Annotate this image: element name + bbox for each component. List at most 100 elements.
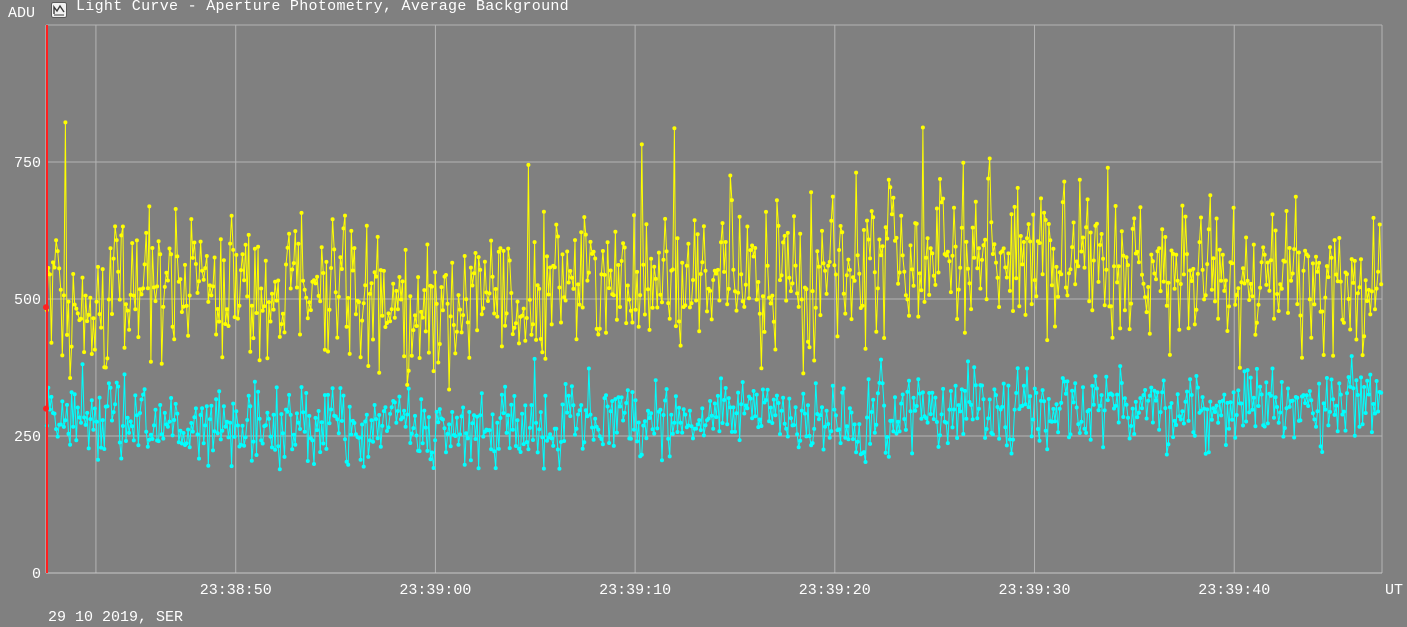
data-point (1328, 245, 1332, 250)
data-point (908, 409, 913, 414)
data-point (1000, 404, 1005, 409)
data-point (400, 279, 405, 284)
data-point (737, 214, 742, 219)
data-point (753, 246, 758, 250)
data-point (722, 269, 727, 274)
data-point (282, 454, 287, 459)
data-point (220, 355, 225, 360)
data-point (120, 224, 125, 229)
data-point (225, 419, 229, 424)
data-point (1188, 377, 1193, 382)
data-point (1346, 297, 1351, 301)
data-point (499, 344, 504, 349)
data-point (823, 424, 828, 429)
data-point (747, 296, 751, 301)
data-point (249, 303, 254, 308)
data-point (1205, 407, 1210, 412)
data-point (526, 162, 531, 167)
data-point (734, 308, 739, 313)
data-point (245, 294, 250, 299)
data-point (846, 257, 851, 262)
data-point (433, 270, 438, 275)
data-point (1363, 411, 1368, 415)
data-point (1079, 419, 1084, 424)
data-point (795, 291, 800, 296)
data-point (1275, 405, 1280, 409)
data-point (992, 242, 997, 247)
data-point (703, 423, 708, 428)
data-point (660, 458, 664, 463)
data-point (1084, 225, 1089, 230)
data-point (1093, 374, 1098, 379)
data-point (646, 287, 650, 292)
data-point (266, 300, 271, 305)
data-point (1012, 407, 1017, 412)
data-point (1122, 308, 1127, 313)
data-point (147, 204, 152, 209)
data-point (577, 408, 582, 413)
data-point (386, 425, 391, 430)
data-point (1371, 402, 1376, 406)
data-point (908, 243, 913, 248)
data-point (307, 300, 312, 305)
data-point (823, 268, 828, 273)
data-point (378, 444, 383, 449)
data-point (816, 417, 821, 422)
data-point (833, 272, 838, 277)
data-point (1286, 310, 1290, 315)
data-point (468, 265, 473, 270)
data-point (206, 463, 211, 468)
data-point (599, 437, 604, 441)
data-point (223, 322, 228, 326)
data-point (1149, 252, 1154, 257)
data-point (1373, 411, 1377, 416)
data-point (1279, 286, 1284, 291)
data-point (1307, 297, 1312, 302)
data-point (122, 345, 127, 350)
data-point (86, 312, 91, 317)
data-point (700, 260, 705, 265)
data-point (1057, 406, 1062, 411)
data-point (673, 324, 678, 329)
data-point (1267, 288, 1272, 293)
data-point (85, 410, 90, 415)
data-point (605, 240, 610, 245)
data-point (212, 255, 217, 260)
data-point (1172, 418, 1177, 423)
data-point (1167, 352, 1172, 357)
data-point (827, 435, 832, 440)
data-point (843, 311, 848, 316)
data-point (419, 397, 424, 402)
data-point (88, 295, 93, 300)
data-point (479, 312, 484, 317)
data-point (795, 432, 800, 437)
data-point (293, 229, 298, 234)
data-point (63, 120, 68, 125)
data-point (406, 386, 411, 391)
data-point (697, 418, 702, 423)
time-cursor[interactable] (42, 25, 49, 573)
data-point (394, 420, 399, 425)
data-point (1001, 381, 1006, 386)
data-point (557, 285, 562, 290)
data-point (785, 434, 790, 439)
data-point (80, 362, 85, 367)
data-point (871, 397, 876, 402)
data-point (1132, 216, 1137, 221)
chart-title: Light Curve - Aperture Photometry, Avera… (76, 0, 569, 15)
data-point (1323, 295, 1328, 300)
data-point (464, 431, 469, 436)
data-point (972, 365, 977, 370)
data-point (1254, 320, 1259, 325)
data-point (204, 404, 209, 409)
data-point (1206, 450, 1211, 455)
data-point (1004, 275, 1009, 280)
data-point (353, 312, 358, 317)
data-point (1063, 391, 1068, 396)
data-point (517, 341, 521, 346)
data-point (1118, 364, 1123, 369)
data-point (597, 326, 602, 331)
data-point (1284, 209, 1289, 213)
data-point (728, 173, 733, 178)
